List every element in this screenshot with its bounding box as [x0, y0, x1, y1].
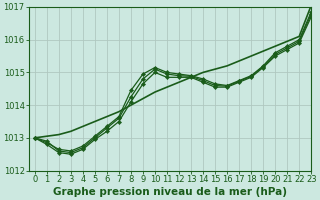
X-axis label: Graphe pression niveau de la mer (hPa): Graphe pression niveau de la mer (hPa): [53, 187, 287, 197]
